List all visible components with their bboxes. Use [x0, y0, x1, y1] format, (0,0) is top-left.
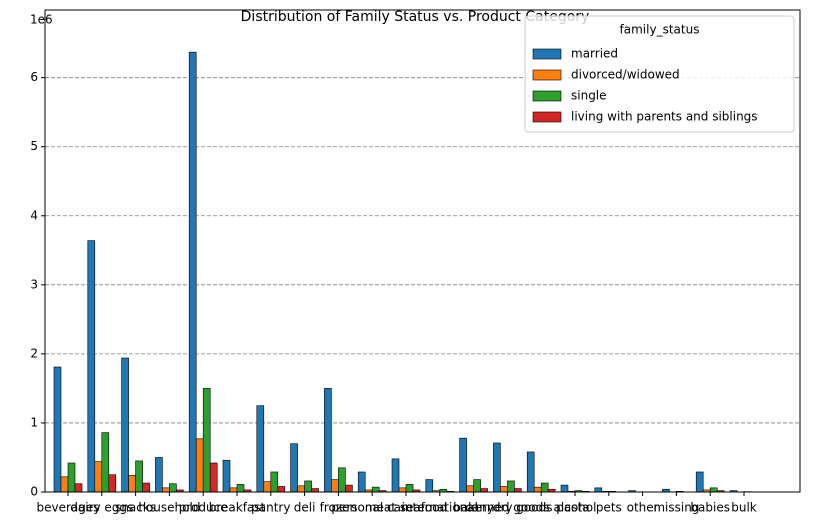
bar [263, 481, 272, 493]
x-tick-label: frozen [320, 501, 358, 515]
legend-label: divorced/widowed [571, 68, 680, 82]
x-tick-label: dry goods pasta [493, 501, 590, 515]
bar [270, 471, 279, 493]
bar [74, 483, 83, 493]
bar [391, 458, 400, 493]
bar [526, 451, 535, 493]
bar [202, 388, 211, 493]
y-tick-label: 1 [30, 415, 38, 429]
bar [594, 487, 603, 493]
bar [533, 486, 542, 493]
bar [256, 405, 265, 493]
x-tick-label: breakfast [209, 501, 266, 515]
bar [480, 488, 488, 493]
bar [169, 483, 177, 493]
bar [209, 462, 218, 493]
x-tick-label: dairy eggs [70, 501, 133, 515]
x-tick-label: canned goods [465, 501, 549, 515]
y-tick-label: 0 [30, 485, 38, 499]
bar [514, 488, 522, 493]
legend-title: family_status [620, 23, 700, 37]
bar [121, 357, 129, 493]
bar [466, 485, 474, 493]
legend-label: living with parents and siblings [571, 110, 758, 124]
y-tick-label: 2 [30, 346, 38, 360]
bar [560, 484, 569, 493]
bar [357, 471, 366, 493]
bar [425, 479, 434, 493]
bar [507, 480, 515, 493]
bar [338, 467, 346, 493]
legend-swatch [532, 111, 562, 123]
legend-label: married [571, 47, 618, 61]
bar [345, 484, 353, 493]
bar [162, 487, 170, 493]
x-tick-label: bakery [453, 501, 494, 515]
bar [311, 488, 319, 493]
y-tick-label: 5 [30, 139, 38, 153]
x-tick-label: bulk [731, 501, 757, 515]
bar [405, 484, 414, 493]
x-tick-label: other [627, 501, 659, 515]
x-tick-label: meat seafood [365, 501, 447, 515]
bar [324, 388, 332, 493]
bar [331, 479, 339, 493]
x-tick-label: deli [294, 501, 316, 515]
x-tick-label: household [138, 501, 200, 515]
bar [709, 487, 718, 493]
bar [108, 474, 117, 493]
bar [304, 480, 312, 493]
bar [473, 479, 481, 493]
bar [540, 482, 549, 493]
y-tick-label: 6 [30, 70, 38, 84]
y-tick-label: 3 [30, 277, 38, 291]
x-tick-label: beverages [36, 501, 99, 515]
x-tick-label: produce [179, 501, 228, 515]
bar [695, 471, 704, 493]
bar [188, 51, 197, 493]
bar [87, 240, 96, 493]
x-tick-label: pantry [251, 501, 290, 515]
y-tick-label: 4 [30, 208, 38, 222]
legend-box [524, 15, 795, 133]
bar [53, 366, 62, 493]
x-tick-label: missing [653, 501, 699, 515]
bar [67, 462, 76, 493]
bar [195, 438, 204, 493]
axis-offset: 1e6 [30, 13, 53, 27]
bar [135, 460, 143, 493]
bar [493, 442, 501, 493]
bar [128, 475, 136, 493]
bar [277, 486, 286, 493]
bar [229, 487, 238, 493]
bar [236, 484, 245, 493]
x-tick-label: pets [596, 501, 622, 515]
bar [101, 432, 110, 493]
x-tick-label: personal care [331, 501, 413, 515]
bar [398, 487, 407, 493]
bar [60, 476, 69, 493]
x-tick-label: alcohol [554, 501, 597, 515]
bar [371, 486, 380, 493]
chart-title: Distribution of Family Status vs. Produc… [241, 9, 590, 25]
bar [459, 437, 467, 493]
bar [297, 485, 305, 493]
legend-swatch [532, 69, 562, 81]
x-tick-label: international [402, 501, 478, 515]
bar [290, 443, 298, 493]
x-tick-label: snacks [115, 501, 156, 515]
x-tick-label: babies [690, 501, 730, 515]
plot-frame [44, 9, 801, 493]
bar [94, 461, 103, 493]
bar [142, 482, 150, 493]
bar [500, 486, 508, 493]
legend-label: single [571, 89, 607, 103]
legend-swatch [532, 48, 562, 60]
bar [155, 457, 163, 493]
legend-swatch [532, 90, 562, 102]
bar [222, 459, 231, 493]
